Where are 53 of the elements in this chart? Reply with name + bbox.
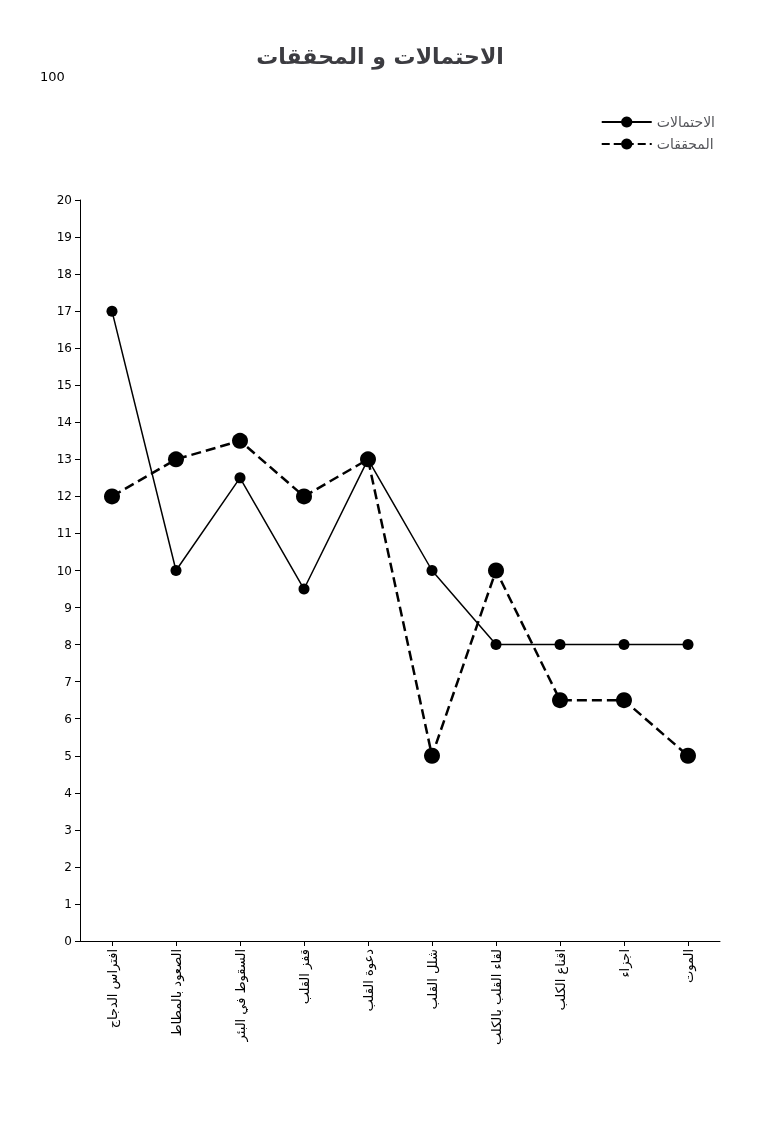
y-tick-label: 1 <box>64 896 72 911</box>
x-tick-label: اجزاء <box>616 949 633 978</box>
x-tick-label: دعوة القلب <box>360 948 377 1012</box>
point <box>618 639 630 651</box>
y-tick-label: 15 <box>56 378 72 393</box>
point <box>554 639 566 651</box>
x-tick-label: اقناع الكلب <box>552 949 569 1011</box>
point <box>424 747 440 764</box>
point <box>682 639 694 651</box>
point <box>488 562 504 579</box>
y-tick-label: 17 <box>56 304 72 319</box>
y-tick-label: 9 <box>64 600 72 615</box>
x-tick-label: الموت <box>680 949 697 984</box>
point <box>296 488 312 505</box>
y-tick-label: 14 <box>56 415 72 430</box>
x-tick-label: الصعود بالمطاط <box>168 949 185 1037</box>
point <box>552 692 568 709</box>
legend-label: المحققات <box>656 136 714 152</box>
y-tick-label: 2 <box>64 859 72 874</box>
point <box>106 305 118 317</box>
point <box>168 451 184 468</box>
text: 100 <box>40 69 65 84</box>
point <box>490 639 502 651</box>
point <box>298 583 310 595</box>
y-tick-label: 11 <box>56 526 72 541</box>
x-tick-label: شلل القلب <box>424 949 440 1010</box>
point <box>616 692 632 709</box>
point <box>426 565 438 576</box>
y-tick-label: 0 <box>64 934 72 948</box>
legend-label: الاحتمالات <box>656 114 715 130</box>
y-tick-label: 16 <box>56 341 72 356</box>
y-tick-label: 5 <box>64 748 72 763</box>
y-tick-label: 8 <box>64 637 72 652</box>
y-tick-label: 3 <box>64 822 72 837</box>
x-tick-label: لقاء القلب بالكلب <box>488 949 504 1045</box>
y-tick-label: 7 <box>64 674 72 689</box>
y-tick-label: 10 <box>56 563 72 578</box>
x-tick-label: افتراس الدجاج <box>104 949 121 1029</box>
point <box>170 565 182 576</box>
point <box>104 488 120 505</box>
y-tick-label: 19 <box>56 230 72 245</box>
y-tick-label: 6 <box>64 711 72 726</box>
y-tick-label: 4 <box>64 785 72 800</box>
y-tick-label: 12 <box>56 489 72 504</box>
point <box>234 472 246 484</box>
chart-title: الاحتمالات و المحققات <box>256 43 504 70</box>
point <box>232 432 248 449</box>
y-tick-label: 13 <box>56 452 72 467</box>
x-tick-label: السقوط في البئر <box>232 949 249 1043</box>
y-tick-label: 18 <box>56 267 72 282</box>
x-tick-label: قفز القلب <box>296 949 313 1005</box>
y-tick-label: 20 <box>56 193 72 207</box>
point <box>680 747 696 764</box>
